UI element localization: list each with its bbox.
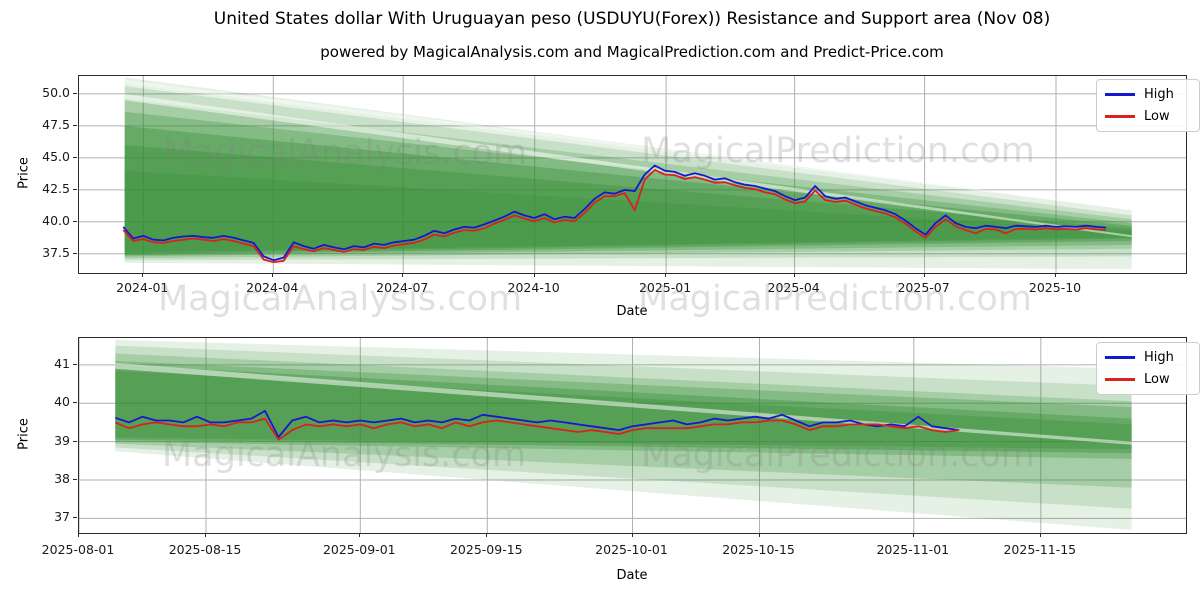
x-tick-label: 2025-04 (767, 280, 820, 295)
x-tick-label: 2025-10 (1028, 280, 1082, 295)
x-tick-label: 2024-01 (116, 280, 169, 295)
y-tick-mark (73, 252, 77, 254)
high-line-swatch (1105, 356, 1135, 359)
support-resistance-band (115, 370, 1132, 450)
y-tick-label: 45.0 (42, 148, 70, 164)
y-tick-label: 37 (54, 509, 70, 525)
y-tick-label: 47.5 (42, 116, 70, 132)
x-tick-label: 2025-11-01 (876, 542, 950, 557)
zoom-chart-legend: High Low (1096, 342, 1200, 395)
legend-label-high: High (1144, 350, 1174, 365)
x-tick-mark (793, 273, 795, 277)
legend-item-high: High (1105, 350, 1191, 365)
zoom-chart-canvas (79, 338, 1186, 533)
y-tick-mark (73, 188, 77, 190)
legend-label-high: High (1144, 87, 1174, 102)
chart-subtitle: powered by MagicalAnalysis.com and Magic… (320, 43, 944, 61)
x-tick-label: 2024-10 (507, 280, 560, 295)
zoom-chart-plot-area (78, 337, 1187, 534)
x-tick-mark (78, 533, 79, 537)
x-tick-label: 2025-07 (897, 280, 950, 295)
support-resistance-band (124, 111, 1132, 257)
y-tick-mark (73, 479, 77, 481)
x-tick-label: 2025-09-15 (449, 542, 523, 557)
x-tick-label: 2025-10-15 (722, 542, 795, 557)
legend-label-low: Low (1144, 109, 1170, 124)
x-tick-label: 2025-11-15 (1003, 542, 1077, 557)
low-price-line (122, 169, 1107, 264)
x-tick-mark (631, 533, 633, 537)
support-resistance-band (124, 170, 1132, 253)
y-tick-mark (73, 517, 77, 519)
legend-item-high: High (1105, 87, 1191, 102)
low-line-swatch (1105, 115, 1135, 118)
x-tick-mark (1055, 273, 1057, 277)
low-line-swatch (1105, 378, 1135, 381)
low-price-line (114, 417, 960, 441)
y-tick-mark (73, 124, 77, 126)
y-tick-mark (73, 92, 77, 94)
top-chart-legend: High Low (1096, 79, 1200, 132)
support-resistance-band (124, 77, 1132, 270)
chart-title: United States dollar With Uruguayan peso… (213, 9, 1051, 29)
y-tick-label: 40 (54, 394, 70, 410)
legend-label-low: Low (1144, 372, 1170, 387)
y-tick-mark (73, 440, 77, 442)
band-gap-streak (124, 93, 1132, 238)
x-tick-mark (758, 533, 760, 537)
x-tick-label: 2025-01 (638, 280, 692, 295)
x-tick-label: 2024-04 (246, 280, 299, 295)
legend-item-low: Low (1105, 372, 1191, 387)
y-tick-label: 42.5 (42, 180, 70, 196)
x-tick-mark (486, 533, 488, 537)
x-tick-mark (1039, 533, 1041, 537)
high-line-swatch (1105, 93, 1135, 96)
x-tick-mark (142, 273, 144, 277)
y-tick-mark (73, 402, 77, 404)
x-tick-label: 2025-09-01 (322, 542, 396, 557)
y-tick-mark (73, 220, 77, 222)
x-tick-label: 2025-10-01 (595, 542, 668, 557)
x-tick-mark (533, 273, 535, 277)
x-tick-mark (912, 533, 914, 537)
x-tick-label: 2025-08-01 (41, 542, 115, 557)
watermark-text: MagicalAnalysis.com (157, 279, 523, 319)
x-tick-mark (923, 273, 925, 277)
x-tick-mark (665, 273, 667, 277)
x-tick-mark (359, 533, 361, 537)
y-tick-mark (73, 363, 77, 365)
y-tick-label: 50.0 (42, 84, 70, 100)
y-tick-label: 40.0 (42, 212, 70, 228)
y-tick-label: 38 (54, 471, 70, 487)
high-price-line (115, 410, 960, 438)
y-tick-mark (73, 156, 77, 158)
x-tick-label: 2024-07 (376, 280, 429, 295)
legend-item-low: Low (1105, 109, 1191, 124)
top-chart-plot-area (78, 75, 1187, 274)
x-tick-label: 2025-08-15 (168, 542, 242, 557)
watermark-text: MagicalPrediction.com (638, 279, 1032, 319)
top-chart-canvas (79, 76, 1186, 273)
band-gap-streak (124, 79, 1132, 211)
x-tick-mark (272, 273, 274, 277)
top-chart-x-axis-label: Date (616, 304, 648, 319)
support-resistance-band (124, 99, 1132, 259)
high-price-line (122, 164, 1107, 262)
x-tick-mark (402, 273, 404, 277)
y-tick-label: 37.5 (42, 244, 70, 260)
y-tick-label: 39 (54, 432, 70, 448)
zoom-chart-x-axis-label: Date (616, 568, 648, 583)
x-tick-mark (205, 533, 207, 537)
y-tick-label: 41 (54, 355, 70, 371)
